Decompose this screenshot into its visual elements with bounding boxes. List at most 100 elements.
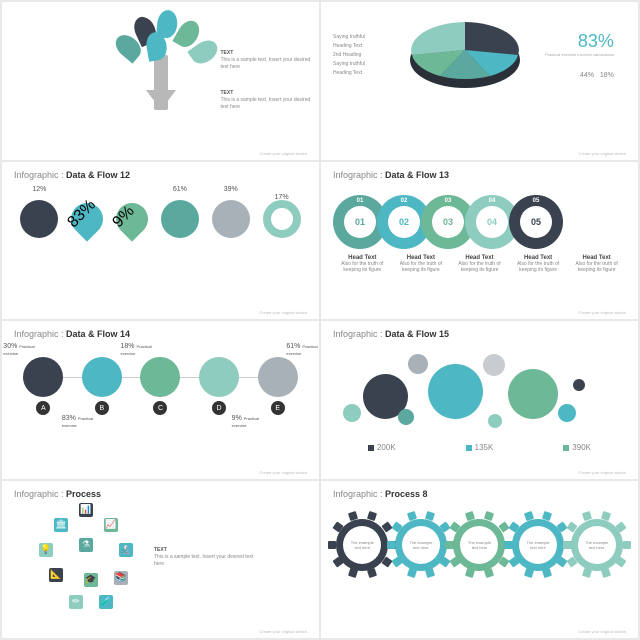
gear: The example text here xyxy=(571,519,623,571)
stat-value: 135K xyxy=(466,443,494,452)
gear: The example text here xyxy=(395,519,447,571)
percent-label: 39% xyxy=(224,186,238,193)
category-icon: 📚 xyxy=(114,571,128,585)
node-circle: 18% PracticalexerciseC xyxy=(140,357,180,397)
bubble xyxy=(398,409,414,425)
category-icon: 🧪 xyxy=(99,595,113,609)
bubble xyxy=(343,404,361,422)
stat-value: 390K xyxy=(563,443,591,452)
callout-1: TEXTThis is a sample text. Insert your d… xyxy=(221,50,311,71)
gear-label: The example text here xyxy=(578,526,616,564)
legend-item: Heading Text xyxy=(333,43,365,49)
letter-badge: A xyxy=(36,401,50,415)
category-icon: 📈 xyxy=(104,518,118,532)
title: Infographic : Process xyxy=(14,489,307,499)
gear: The example text here xyxy=(453,519,505,571)
category-icon: ✏ xyxy=(69,595,83,609)
percent-label: 9% Practicalexercise xyxy=(232,415,259,429)
legend-item: 2nd Heading xyxy=(333,52,365,58)
gear: The example text here xyxy=(512,519,564,571)
stat-circle: 39% xyxy=(212,200,250,238)
stat-value: 200K xyxy=(368,443,396,452)
stat-circle: 83% xyxy=(65,196,110,241)
icon-sphere: 📊 🏛 📈 💡 ⚗ 🔬 📐 🎓 📚 ✏ 🧪 xyxy=(34,503,144,613)
percent-label: 18% Practicalexercise xyxy=(120,343,151,357)
footer: Create your original sketch xyxy=(578,310,626,315)
percent-label: 17% xyxy=(275,194,289,201)
legend-item: Saying truthful xyxy=(333,34,365,40)
slide-dataflow-14: Infographic : Data & Flow 14 30% Practic… xyxy=(2,321,319,479)
bubble xyxy=(508,369,558,419)
bubble xyxy=(573,379,585,391)
percent-label: 61% Practicalexercise xyxy=(286,343,317,357)
percent-label: 9% xyxy=(109,196,144,231)
category-icon: ⚗ xyxy=(79,538,93,552)
letter-badge: D xyxy=(212,401,226,415)
legend-item: Heading Text xyxy=(333,70,365,76)
title: Infographic : Data & Flow 14 xyxy=(14,329,307,339)
step-number: 04 xyxy=(476,206,508,238)
footer: Create your original sketch xyxy=(259,470,307,475)
callout-2: TEXTThis is a sample text. Insert your d… xyxy=(221,90,311,111)
slide-process-sphere: Infographic : Process 📊 🏛 📈 💡 ⚗ 🔬 📐 🎓 📚 ✏ 🧪 TEXTTh… xyxy=(2,481,319,639)
footer: Create your original sketch xyxy=(259,310,307,315)
category-icon: 🏛 xyxy=(54,518,68,532)
gear-label: The example text here xyxy=(343,526,381,564)
title: Infographic : Process 8 xyxy=(333,489,626,499)
slide-process-tree: TEXTThis is a sample text. Insert your d… xyxy=(2,2,319,160)
node-circle: 61% PracticalexerciseE xyxy=(258,357,298,397)
category-icon: 💡 xyxy=(39,543,53,557)
step-number: 02 xyxy=(388,206,420,238)
step-label: Head TextAlso for the truth of keeping i… xyxy=(337,255,387,273)
node-circle: 83% PracticalexerciseB xyxy=(82,357,122,397)
footer: Create your original sketch xyxy=(578,470,626,475)
bubble xyxy=(483,354,505,376)
category-icon: 🔬 xyxy=(119,543,133,557)
percent-label: 83% xyxy=(65,196,100,231)
slide-dataflow-15: Infographic : Data & Flow 15 200K135K390… xyxy=(321,321,638,479)
bubble xyxy=(408,354,428,374)
letter-badge: E xyxy=(271,401,285,415)
step-label: Head TextAlso for the truth of keeping i… xyxy=(572,255,622,273)
gear-label: The example text here xyxy=(460,526,498,564)
node-circle: 30% PracticalexerciseA xyxy=(23,357,63,397)
gear-label: The example text here xyxy=(519,526,557,564)
category-icon: 🎓 xyxy=(84,573,98,587)
stat-circle: 61% xyxy=(161,200,199,238)
legend: Saying truthful Heading Text 2nd Heading Sa… xyxy=(333,31,365,79)
title: Infographic : Data & Flow 13 xyxy=(333,170,626,180)
footer: Create your original sketch xyxy=(578,629,626,634)
footer: Create your original sketch xyxy=(259,151,307,156)
step-number: 05 xyxy=(520,206,552,238)
letter-badge: C xyxy=(153,401,167,415)
tree-graphic: TEXTThis is a sample text. Insert your d… xyxy=(101,10,221,140)
slide-process-gears: Infographic : Process 8 The example text… xyxy=(321,481,638,639)
slide-dataflow-12: Infographic : Data & Flow 12 12%83% 9% 61%… xyxy=(2,162,319,320)
stat-circle: 17% xyxy=(263,200,301,238)
big-percent: 83% xyxy=(545,31,614,52)
node-circle: 9% PracticalexerciseD xyxy=(199,357,239,397)
percent-label: 30% Practicalexercise xyxy=(3,343,34,357)
footer: Create your original sketch xyxy=(578,151,626,156)
slide-dataflow-13: Infographic : Data & Flow 13 01010202030… xyxy=(321,162,638,320)
percent-label: 83% Practicalexercise xyxy=(62,415,93,429)
step-number: 01 xyxy=(344,206,376,238)
stat-circle: 12% xyxy=(20,200,58,238)
pie-chart xyxy=(400,10,530,100)
category-icon: 📊 xyxy=(79,503,93,517)
stat-circle: 9% xyxy=(109,196,154,241)
slide-pie-3d: Saying truthful Heading Text 2nd Heading Sa… xyxy=(321,2,638,160)
caption: TEXTThis is a sample text. Insert your d… xyxy=(154,547,254,568)
category-icon: 📐 xyxy=(49,568,63,582)
legend-item: Saying truthful xyxy=(333,61,365,67)
footer: Create your original sketch xyxy=(259,629,307,634)
gear-label: The example text here xyxy=(402,526,440,564)
bubble xyxy=(488,414,502,428)
title: Infographic : Data & Flow 12 xyxy=(14,170,307,180)
step-label: Head TextAlso for the truth of keeping i… xyxy=(396,255,446,273)
step-label: Head TextAlso for the truth of keeping i… xyxy=(454,255,504,273)
pencil-trunk xyxy=(154,55,168,110)
letter-badge: B xyxy=(95,401,109,415)
bubble xyxy=(428,364,483,419)
step-label: Head TextAlso for the truth of keeping i… xyxy=(513,255,563,273)
